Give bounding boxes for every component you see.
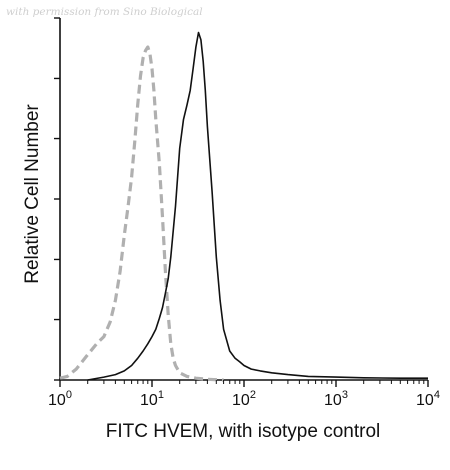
x-axis-ticks bbox=[59, 380, 429, 387]
x-tick-label: 100 bbox=[48, 389, 72, 409]
x-axis-tick-labels: 100 101 102 103 104 bbox=[48, 389, 440, 409]
x-tick-label: 104 bbox=[416, 389, 440, 409]
y-axis-ticks bbox=[54, 17, 60, 381]
hvem-curve bbox=[87, 31, 428, 381]
axis-lines bbox=[59, 18, 428, 381]
x-axis-label: FITC HVEM, with isotype control bbox=[106, 421, 381, 442]
watermark: with permission from Sino Biological bbox=[6, 6, 203, 18]
plot-frame bbox=[59, 18, 428, 381]
x-tick-label: 102 bbox=[232, 389, 256, 409]
isotype-control-curve bbox=[59, 45, 224, 382]
y-axis-label: Relative Cell Number bbox=[22, 104, 43, 284]
x-tick-label: 101 bbox=[140, 389, 164, 409]
x-tick-label: 103 bbox=[324, 389, 348, 409]
series-layer bbox=[59, 31, 428, 382]
